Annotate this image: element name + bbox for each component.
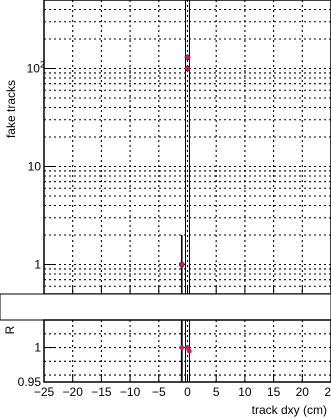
ratio-y-tick-label: 0.95 [18,375,42,389]
x-tick-label: 15 [267,385,281,399]
top-y-tick-label: 102 [27,59,45,75]
ratio-y-axis-title: R [3,325,17,334]
x-tick-label: −25 [34,385,55,399]
ratio-y-tick-label: 1 [34,341,41,355]
x-tick-label: −20 [63,385,84,399]
top-y-tick-label: 10 [28,159,42,173]
x-tick-label: 5 [213,385,220,399]
x-tick-label: −5 [152,385,166,399]
top-panel-marks [178,0,191,294]
top-panel: 1 10 102 fake tracks [4,0,331,295]
top-panel-grid [44,0,331,295]
ratio-data-point [186,348,192,354]
ratio-panel-ticks: −25 −20 −15 −10 −5 0 5 10 15 20 25 1 0.95 [18,341,331,399]
top-panel-ticks: 1 10 102 [27,59,331,294]
top-data-point [184,54,191,61]
ratio-panel: −25 −20 −15 −10 −5 0 5 10 15 20 25 1 0.95 R track dx… [3,319,331,417]
top-y-axis-title: fake tracks [4,80,18,138]
panel-separator [0,293,331,321]
x-tick-label: 25 [324,385,331,399]
x-tick-label: 0 [184,385,191,399]
x-tick-label: 20 [296,385,310,399]
x-tick-label: −10 [120,385,141,399]
x-tick-label: −15 [91,385,112,399]
ratio-data-point [179,345,185,350]
top-data-point [178,261,185,268]
top-data-point [184,65,191,72]
top-y-tick-label: 1 [34,257,41,271]
x-tick-label: 10 [238,385,252,399]
ratio-panel-marks [179,320,192,382]
x-axis-title: track dxy (cm) [252,403,327,417]
